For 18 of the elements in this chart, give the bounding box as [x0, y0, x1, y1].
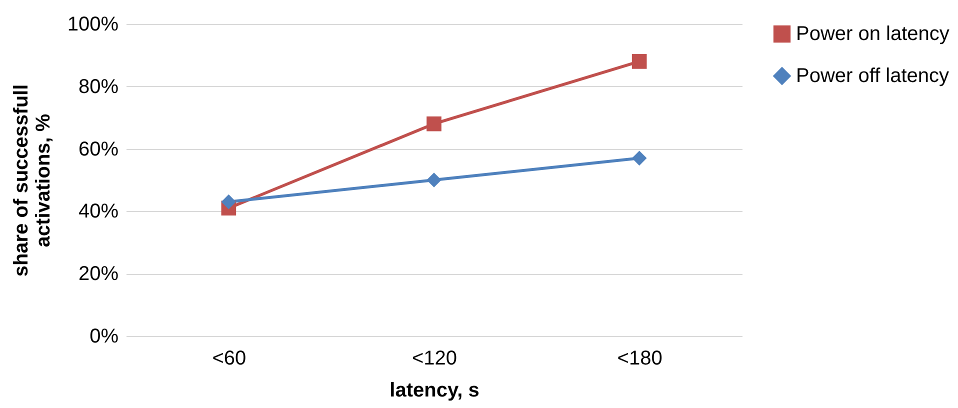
point [426, 172, 442, 188]
y-tick-label: 40% [78, 200, 119, 223]
y-tick-label: 100% [67, 14, 119, 36]
y-tick-label: 0% [90, 326, 119, 348]
point [632, 150, 647, 166]
point [632, 54, 647, 69]
x-tick-label: <180 [617, 348, 662, 370]
y-tick-label: 20% [78, 263, 119, 286]
x-tick-label: <60 [212, 348, 246, 370]
legend-label: Power off latency [796, 65, 950, 87]
point [426, 116, 442, 132]
y-tick-label: 80% [78, 76, 119, 98]
legend-label: Power on latency [796, 23, 950, 45]
x-tick-label: <120 [412, 348, 458, 370]
y-tick-label: 60% [78, 138, 119, 160]
x-axis-title: latency, s [390, 380, 480, 402]
point [221, 194, 236, 210]
y-axis-title: share of successfull activations, % [10, 84, 54, 277]
